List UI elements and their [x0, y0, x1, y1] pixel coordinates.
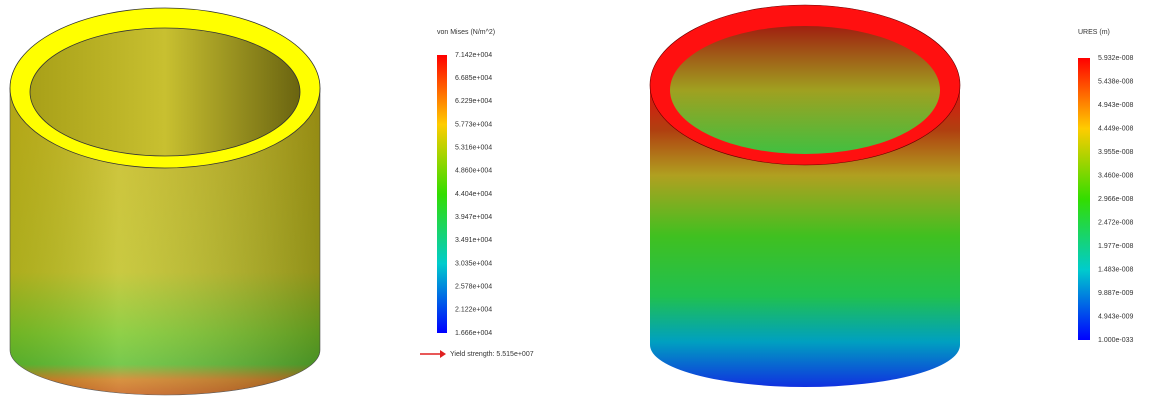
- legend-label: 5.316e+004: [455, 145, 492, 152]
- legend-label: 3.460e-008: [1098, 172, 1134, 179]
- legend-label: 3.955e-008: [1098, 149, 1134, 156]
- legend-label: 5.773e+004: [455, 121, 492, 128]
- legend-title: von Mises (N/m^2): [437, 29, 495, 36]
- yield-strength: Yield strength: 5.515e+007: [450, 351, 534, 358]
- legend-label: 6.229e+004: [455, 98, 492, 105]
- legend-label: 3.035e+004: [455, 260, 492, 267]
- legend-label: 3.947e+004: [455, 214, 492, 221]
- legend-label: 2.966e-008: [1098, 196, 1134, 203]
- legend-label: 2.122e+004: [455, 307, 492, 314]
- legend-label: 4.860e+004: [455, 168, 492, 175]
- color-bar: [437, 55, 447, 333]
- left-model: [10, 8, 320, 395]
- legend-label: 4.404e+004: [455, 191, 492, 198]
- legend-label: 2.472e-008: [1098, 219, 1134, 226]
- legend-label: 1.977e-008: [1098, 243, 1134, 250]
- legend-label: 1.000e-033: [1098, 337, 1134, 344]
- legend-label: 4.943e-008: [1098, 102, 1134, 109]
- legend-title: URES (m): [1078, 29, 1110, 36]
- legend-label: 5.932e-008: [1098, 55, 1134, 62]
- legend-label: 2.578e+004: [455, 284, 492, 291]
- legend-label: 7.142e+004: [455, 52, 492, 59]
- legend-label: 6.685e+004: [455, 75, 492, 82]
- screenshot: von Mises (N/m^2) 7.142e+004 6.685e+004 6.…: [0, 0, 1151, 400]
- color-bar: [1078, 58, 1090, 340]
- legend-label: 5.438e-008: [1098, 78, 1134, 85]
- legend-label: 4.449e-008: [1098, 125, 1134, 132]
- legend-label: 9.887e-009: [1098, 290, 1134, 297]
- legend-label: 4.943e-009: [1098, 313, 1134, 320]
- legend-label: 1.483e-008: [1098, 266, 1134, 273]
- legend-labels: 7.142e+004 6.685e+004 6.229e+004 5.773e+004…: [455, 52, 492, 337]
- yield-arrow-head: [440, 350, 446, 358]
- right-model: [650, 5, 960, 387]
- legend-label: 3.491e+004: [455, 237, 492, 244]
- legend-labels: 5.932e-008 5.438e-008 4.943e-008 4.449e-008…: [1098, 55, 1134, 344]
- legend-label: 1.666e+004: [455, 330, 492, 337]
